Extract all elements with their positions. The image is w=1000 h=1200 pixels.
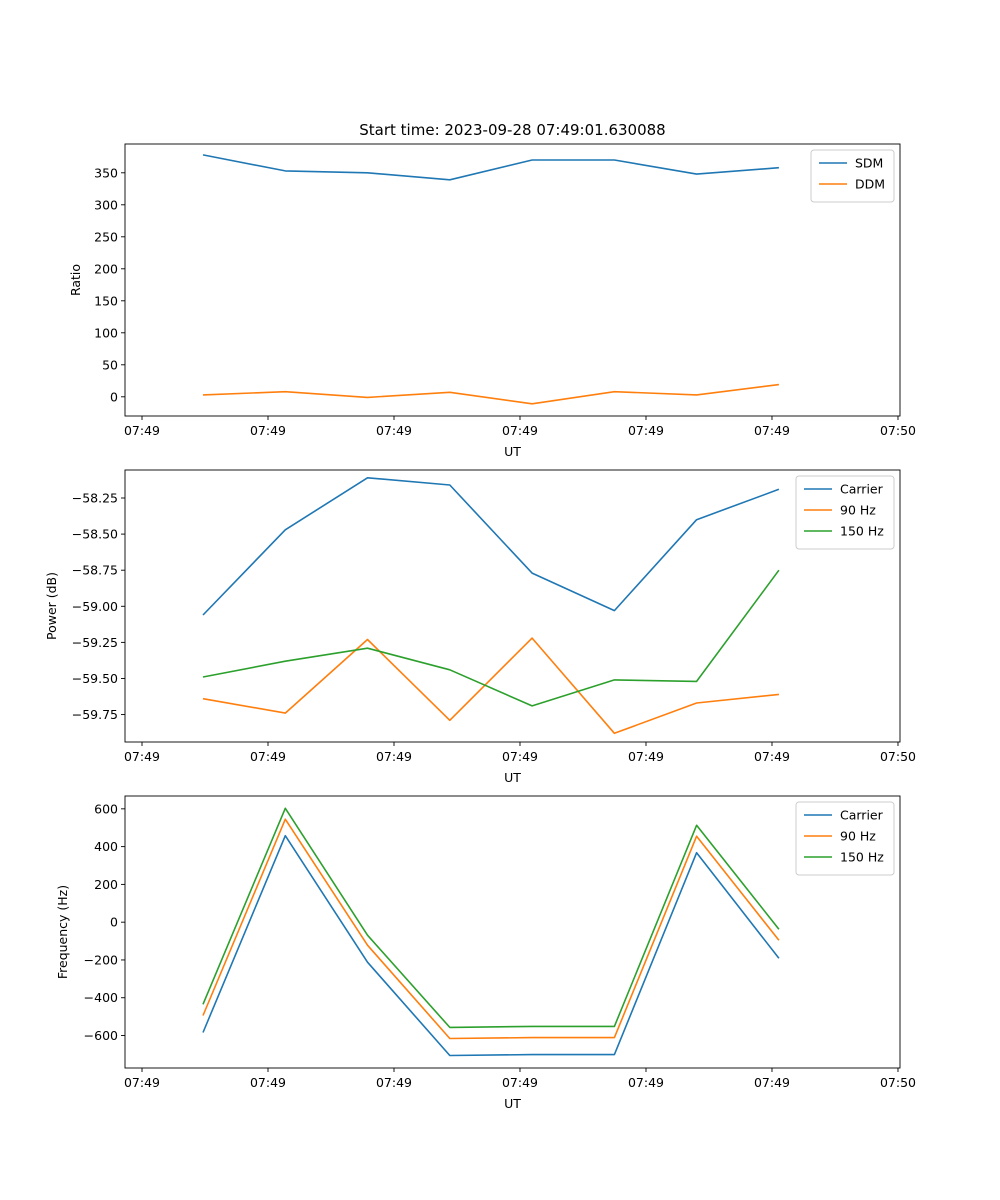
x-tick-label: 07:49 [502, 749, 538, 764]
legend-label: 90 Hz [840, 829, 876, 844]
y-tick-label: −58.75 [72, 563, 118, 578]
x-tick-label: 07:50 [880, 1075, 916, 1090]
x-tick-label: 07:49 [250, 1075, 286, 1090]
x-axis-label: UT [504, 444, 521, 459]
y-axis-label: Power (dB) [44, 572, 59, 640]
x-tick-label: 07:49 [502, 423, 538, 438]
legend-label: 90 Hz [840, 503, 876, 518]
y-tick-label: −59.50 [72, 671, 118, 686]
series-line-150-hz [202, 807, 780, 1029]
y-tick-label: 600 [94, 801, 118, 816]
x-tick-label: 07:49 [754, 749, 790, 764]
y-tick-label: 200 [94, 261, 118, 276]
x-tick-label: 07:50 [880, 749, 916, 764]
legend: Carrier 90 Hz 150 Hz [795, 475, 895, 550]
y-tick-label: −600 [84, 1028, 118, 1043]
x-tick-label: 07:49 [628, 1075, 664, 1090]
chart-title: Start time: 2023-09-28 07:49:01.630088 [359, 121, 665, 139]
legend-label: 150 Hz [840, 850, 884, 865]
y-tick-label: −58.50 [72, 527, 118, 542]
legend-label: Carrier [840, 808, 884, 823]
x-axis-label: UT [504, 1096, 521, 1111]
y-tick-label: −200 [84, 952, 118, 967]
subplot-2: 07:49 07:49 07:49 07:49 07:49 07:49 07:50 −59.7… [44, 469, 916, 785]
legend: Carrier 90 Hz 150 Hz [795, 801, 895, 876]
axes-frame [124, 795, 901, 1069]
subplot-1: Start time: 2023-09-28 07:49:01.630088 07… [68, 121, 916, 459]
series-line-carrier [202, 476, 780, 616]
series-line-carrier [202, 834, 780, 1057]
x-tick-label: 07:50 [880, 423, 916, 438]
x-tick-label: 07:49 [250, 423, 286, 438]
y-tick-label: −58.25 [72, 491, 118, 506]
x-tick-label: 07:49 [124, 749, 160, 764]
x-tick-label: 07:49 [376, 1075, 412, 1090]
axes-frame [124, 143, 901, 417]
y-tick-label: 300 [94, 197, 118, 212]
legend-label: SDM [855, 156, 883, 171]
y-axis-label: Frequency (Hz) [55, 885, 70, 979]
y-tick-label: 400 [94, 839, 118, 854]
legend: SDM DDM [810, 149, 895, 203]
y-tick-label: 0 [110, 915, 118, 930]
x-tick-label: 07:49 [376, 749, 412, 764]
y-tick-label: −59.75 [72, 707, 118, 722]
y-tick-label: 100 [94, 325, 118, 340]
legend-label: DDM [855, 177, 885, 192]
legend-label: 150 Hz [840, 524, 884, 539]
y-tick-label: −400 [84, 990, 118, 1005]
x-tick-label: 07:49 [376, 423, 412, 438]
x-tick-label: 07:49 [124, 1075, 160, 1090]
series-line-90-hz [202, 818, 780, 1040]
y-tick-label: 150 [94, 293, 118, 308]
y-tick-label: 350 [94, 165, 118, 180]
y-tick-label: 200 [94, 877, 118, 892]
x-tick-label: 07:49 [502, 1075, 538, 1090]
series-line-ddm [202, 383, 779, 405]
x-tick-label: 07:49 [754, 1075, 790, 1090]
x-axis-label: UT [504, 770, 521, 785]
x-tick-label: 07:49 [250, 749, 286, 764]
x-tick-label: 07:49 [754, 423, 790, 438]
legend-label: Carrier [840, 482, 884, 497]
y-tick-label: −59.00 [72, 599, 118, 614]
x-tick-label: 07:49 [628, 423, 664, 438]
series-line-90-hz [202, 637, 779, 735]
y-tick-label: 50 [102, 357, 118, 372]
x-tick-label: 07:49 [628, 749, 664, 764]
y-tick-label: 250 [94, 229, 118, 244]
series-line-sdm [202, 154, 779, 181]
y-axis-label: Ratio [68, 264, 83, 296]
x-tick-label: 07:49 [124, 423, 160, 438]
series-line-150-hz [202, 569, 780, 707]
subplot-3: 07:49 07:49 07:49 07:49 07:49 07:49 07:50 −600 −… [55, 795, 916, 1111]
y-tick-label: 0 [110, 389, 118, 404]
y-tick-label: −59.25 [72, 635, 118, 650]
